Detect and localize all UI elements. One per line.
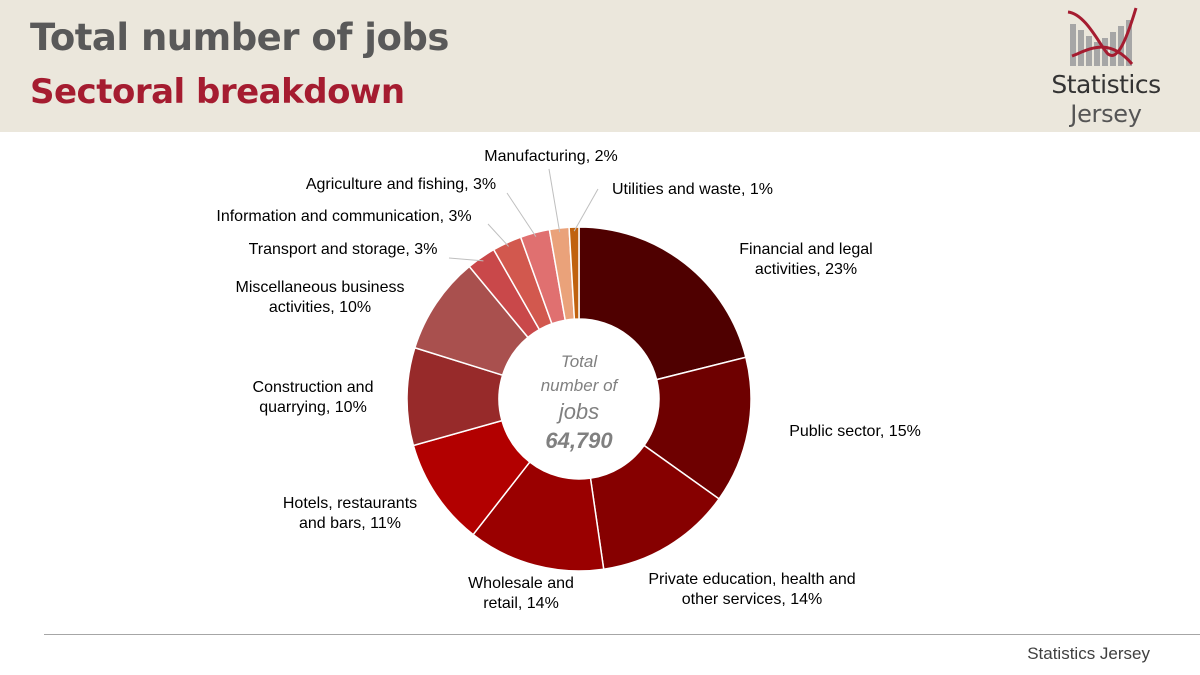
data-label-line: Hotels, restaurants [283, 495, 417, 512]
center-label-line: jobs [556, 399, 599, 424]
data-labels: Financial and legal activities, 23% Public… [216, 148, 920, 612]
data-label-line: quarrying, 10% [259, 399, 367, 416]
data-label: Wholesale and retail, 14% [468, 575, 574, 612]
data-label: Transport and storage, 3% [249, 241, 438, 258]
data-label-line: Utilities and waste, 1% [612, 181, 773, 198]
data-label: Financial and legal activities, 23% [739, 241, 872, 278]
pie-slice [568, 226, 580, 320]
leader-line [487, 223, 509, 247]
leader-lines [448, 168, 599, 262]
leader-line [506, 192, 537, 237]
chart-center-label: Total number of jobs 64,790 [541, 352, 620, 453]
page-subtitle: Sectoral breakdown [30, 72, 405, 112]
header-band: Total number of jobs Sectoral breakdown … [0, 0, 1200, 132]
leader-line [548, 168, 561, 233]
chart-slices [406, 226, 752, 572]
data-label: Hotels, restaurants and bars, 11% [283, 495, 417, 532]
data-label-line: Public sector, 15% [789, 423, 921, 440]
logo-text-statistics: Statistics [1051, 70, 1161, 99]
logo-chart-icon [1067, 7, 1138, 66]
data-label: Agriculture and fishing, 3% [306, 176, 496, 193]
data-label-line: retail, 14% [483, 595, 559, 612]
leader-line [448, 257, 484, 262]
data-label-line: Transport and storage, 3% [249, 241, 438, 258]
center-total-value: 64,790 [545, 428, 613, 453]
data-label: Information and communication, 3% [216, 208, 471, 225]
center-label-line: number of [541, 376, 620, 395]
footer-divider [44, 634, 1200, 635]
data-label-line: Construction and [253, 379, 374, 396]
pie-slice [578, 226, 747, 381]
footer-source: Statistics Jersey [1027, 644, 1150, 663]
page-title: Total number of jobs [30, 16, 449, 59]
data-label-line: Financial and legal [739, 241, 872, 258]
data-label-line: Private education, health and [648, 571, 855, 588]
data-label-line: and bars, 11% [299, 515, 401, 532]
data-label: Utilities and waste, 1% [612, 181, 773, 198]
center-label-line: Total [561, 352, 598, 371]
data-label-line: Wholesale and [468, 575, 574, 592]
data-label: Manufacturing, 2% [484, 148, 617, 165]
data-label-line: Information and communication, 3% [216, 208, 471, 225]
jobs-doughnut-chart: Financial and legal activities, 23% Public… [216, 148, 920, 612]
data-label: Private education, health and other servi… [648, 571, 855, 608]
data-label-line: Agriculture and fishing, 3% [306, 176, 496, 193]
data-label: Construction and quarrying, 10% [253, 379, 374, 416]
data-label: Public sector, 15% [789, 423, 921, 440]
data-label-line: activities, 23% [755, 261, 857, 278]
data-label-line: Manufacturing, 2% [484, 148, 617, 165]
data-label: Miscellaneous business activities, 10% [236, 279, 405, 316]
data-label-line: activities, 10% [269, 299, 371, 316]
statistics-jersey-logo: Statistics Jersey [1040, 6, 1180, 128]
leader-line [573, 188, 599, 232]
data-label-line: other services, 14% [682, 591, 823, 608]
logo-text-jersey: Jersey [1070, 100, 1142, 128]
data-label-line: Miscellaneous business [236, 279, 405, 296]
